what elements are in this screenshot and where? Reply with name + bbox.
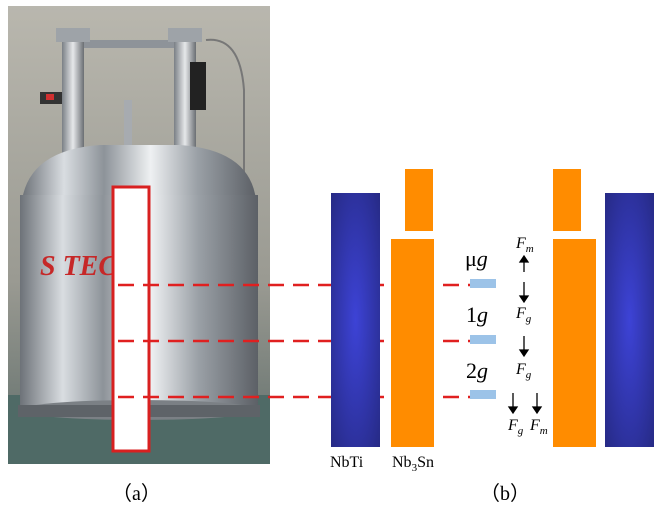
nb3sn-coil-right-lower [553, 239, 596, 447]
gravity-label-2g: 2g [466, 358, 488, 383]
brand-logo: S TEC [40, 251, 117, 282]
force-label-fm-ug: Fm [515, 235, 534, 255]
svg-text:1g: 1g [466, 302, 488, 327]
nb3sn-coil-left-lower [391, 239, 434, 447]
gravity-label-1g: 1g [466, 302, 488, 327]
coil-label-nbti: NbTi [330, 454, 364, 471]
svg-text:μg: μg [465, 246, 488, 271]
force-label-fg-ug: Fg [515, 305, 532, 325]
force-label-fg-1g: Fg [515, 361, 532, 381]
gravity-label-ug: μg [465, 246, 488, 271]
sample-ug [470, 279, 496, 288]
coil-label-nb3sn: Nb3Sn [392, 454, 434, 474]
sample-column [111, 185, 151, 453]
caption-b: （b） [480, 482, 530, 505]
force-label-fm-2g: Fm [529, 417, 548, 437]
nb3sn-coil-right-upper [553, 169, 581, 231]
force-arrows [507, 254, 543, 415]
sample-1g [470, 335, 496, 344]
force-label-fg-2g: Fg [507, 417, 524, 437]
nbti-coil-left [331, 193, 380, 447]
sample-2g [470, 390, 496, 399]
svg-text:2g: 2g [466, 358, 488, 383]
nbti-coil-right [605, 193, 654, 447]
nb3sn-coil-left-upper [405, 169, 433, 231]
caption-a: （a） [112, 482, 161, 505]
